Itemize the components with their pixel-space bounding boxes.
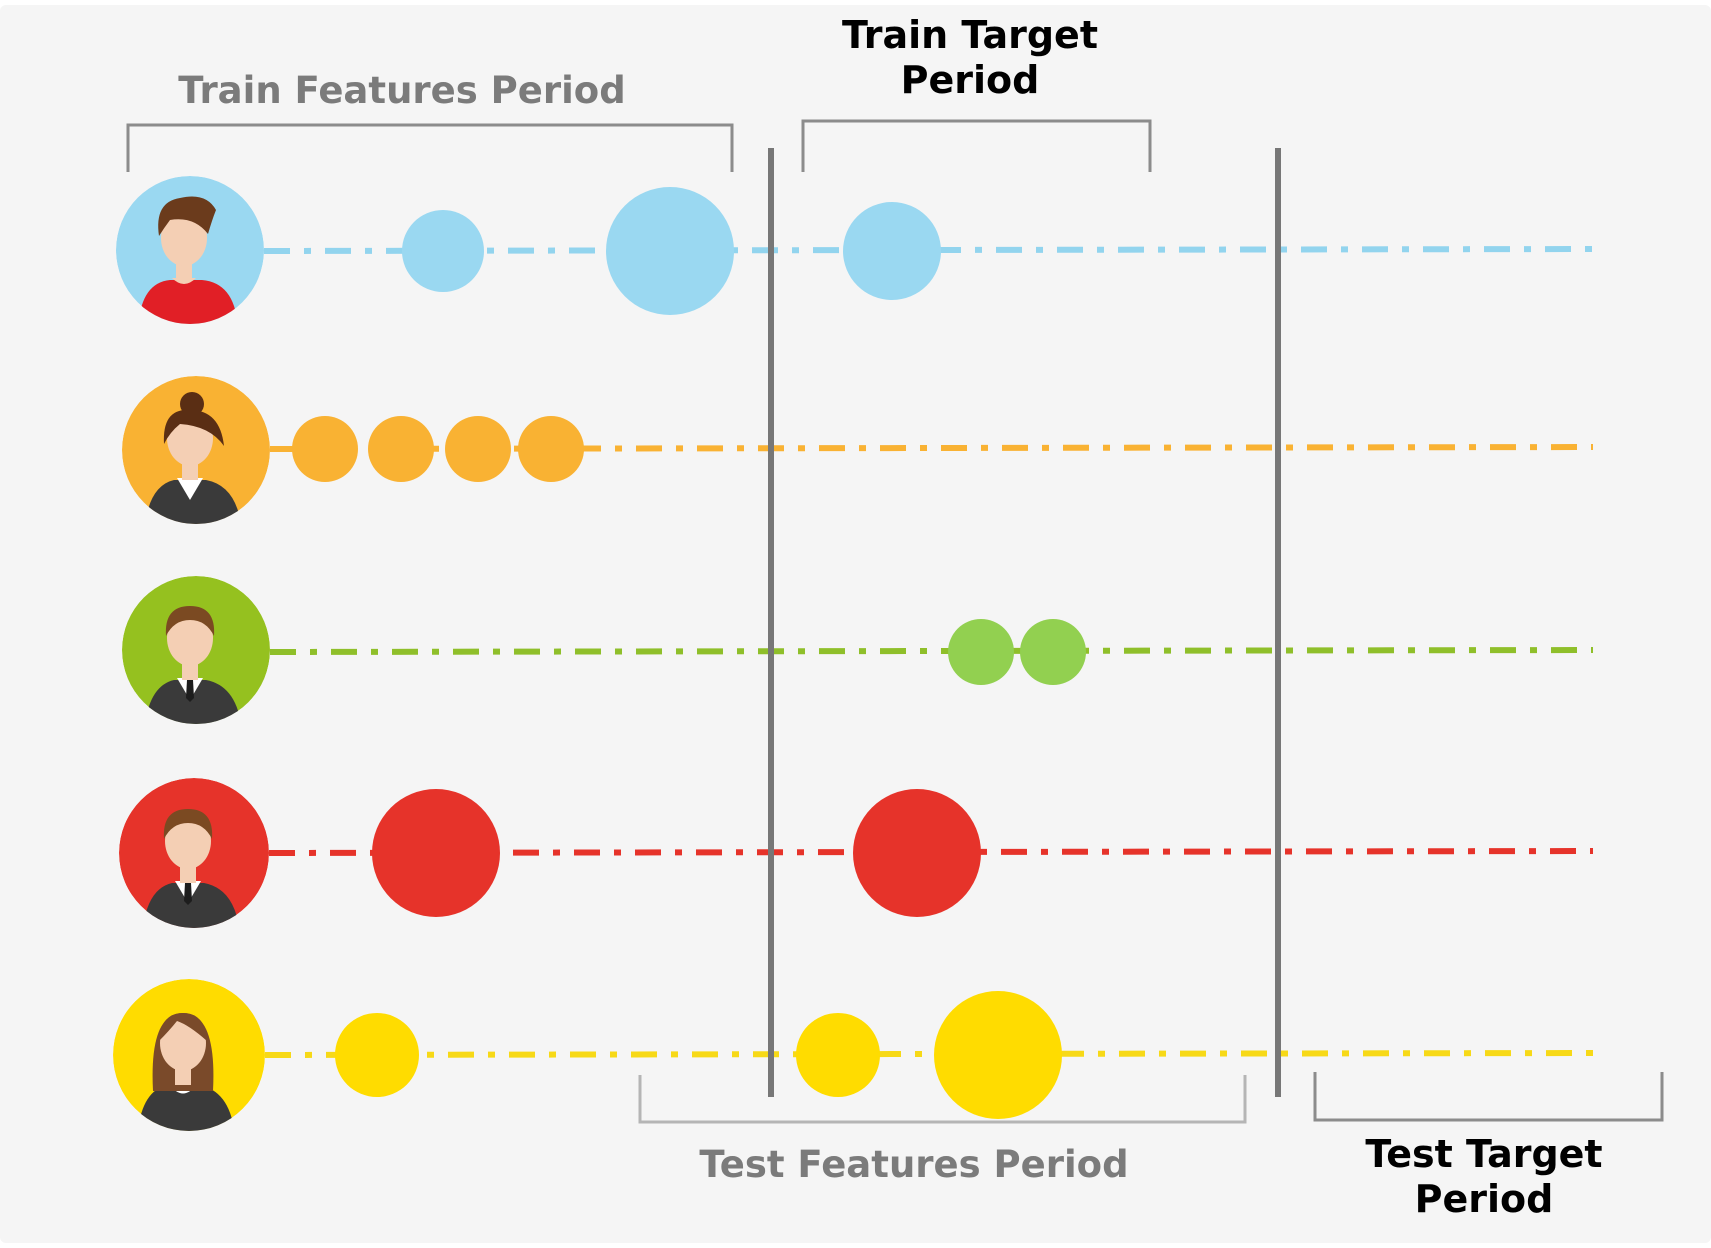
customer-row (116, 176, 1594, 324)
test-features-bracket (638, 1075, 1247, 1124)
test-features-label: Test Features Period (699, 1143, 1128, 1186)
event-circle (368, 416, 434, 482)
event-circle (843, 202, 941, 300)
event-circle (292, 416, 358, 482)
timeline-line (268, 848, 1594, 856)
timeline-line (263, 246, 1594, 254)
event-circle (606, 187, 734, 315)
timeline-line (264, 1050, 1594, 1058)
timeline-line (269, 647, 1594, 655)
train-target-label-line2: Period (901, 58, 1040, 102)
event-circle (1020, 619, 1086, 685)
event-circle (402, 210, 484, 292)
train-features-bracket (126, 123, 734, 172)
train-features-label: Train Features Period (178, 69, 625, 112)
event-circle (934, 991, 1062, 1119)
timeline-line (269, 444, 1594, 452)
woman-long-hair-icon (113, 979, 265, 1131)
test-target-label-line1: Test Target (1365, 1132, 1602, 1176)
customer-timelines (113, 176, 1594, 1131)
background (0, 5, 1711, 1243)
event-circle (853, 789, 981, 917)
event-circle (445, 416, 511, 482)
customer-row (122, 376, 1594, 524)
customer-row (119, 778, 1594, 928)
test-target-label-line2: Period (1415, 1177, 1554, 1221)
test-target-bracket (1313, 1072, 1664, 1122)
man-red-shirt-icon (116, 176, 264, 324)
event-circle (335, 1013, 419, 1097)
man-suit-tie-icon (122, 576, 270, 724)
event-circle (948, 619, 1014, 685)
train-target-label-line1: Train Target (842, 13, 1098, 57)
event-circle (372, 789, 500, 917)
train-target-bracket (801, 119, 1152, 172)
event-circle (796, 1013, 880, 1097)
customer-row (122, 576, 1594, 724)
event-circle (518, 416, 584, 482)
customer-row (113, 979, 1594, 1131)
man-suit-tie-icon (119, 778, 269, 928)
